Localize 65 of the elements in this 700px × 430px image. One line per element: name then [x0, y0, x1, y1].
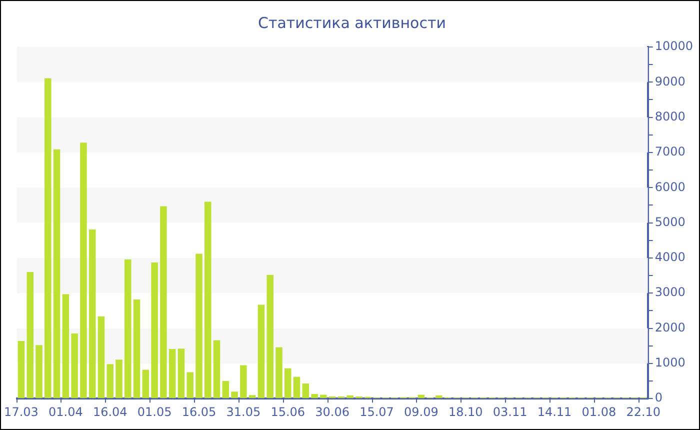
bar: [53, 149, 60, 398]
y-tick-label: 10000: [654, 39, 694, 54]
x-tick-label: 18.10: [448, 404, 483, 419]
bar: [213, 340, 220, 398]
bar: [320, 394, 327, 398]
x-tick-label: 16.05: [182, 404, 216, 419]
bar: [204, 202, 212, 398]
bar: [71, 334, 78, 398]
y-tick-label: 2000: [654, 320, 686, 334]
bar: [62, 294, 70, 398]
y-tick-label: 7000: [654, 144, 686, 159]
bar: [44, 78, 52, 398]
x-tick-label: 31.05: [226, 404, 261, 419]
bar: [222, 381, 230, 398]
bar: [258, 304, 265, 398]
y-tick-label: 0: [654, 390, 662, 405]
x-tick-label: 09.09: [404, 404, 438, 419]
x-tick-label: 22.10: [626, 404, 661, 419]
chart-title: Статистика активности: [258, 14, 446, 32]
bar: [346, 395, 354, 398]
bar: [116, 360, 122, 398]
bar: [196, 254, 202, 398]
bar: [248, 395, 256, 398]
bar: [142, 370, 150, 398]
y-tick-label: 4000: [654, 250, 686, 264]
y-tick-label: 6000: [654, 180, 686, 194]
x-tick-label: 01.04: [48, 404, 83, 419]
x-tick-label: 15.06: [270, 404, 306, 419]
bar: [178, 348, 185, 398]
bar: [276, 347, 282, 398]
bar: [266, 274, 274, 398]
bar: [160, 206, 167, 398]
bar: [124, 259, 132, 398]
bar: [436, 395, 442, 398]
y-tick-label: 3000: [654, 285, 686, 300]
x-tick-label: 30.06: [315, 404, 350, 419]
bar: [106, 364, 114, 398]
x-tick-label: 03.11: [492, 404, 528, 419]
bar: [293, 376, 300, 398]
bar: [284, 368, 292, 398]
bar: [88, 229, 96, 398]
y-tick-label: 1000: [654, 356, 686, 370]
bar: [98, 316, 105, 398]
x-tick-label: 16.04: [92, 404, 128, 419]
bar: [186, 372, 194, 398]
bar: [36, 345, 42, 398]
bar: [80, 142, 87, 398]
y-tick-label: 8000: [654, 109, 686, 124]
bar: [418, 394, 425, 398]
x-tick-label: 01.05: [137, 404, 172, 419]
x-tick-label: 14.11: [537, 404, 572, 419]
x-tick-label: 15.07: [360, 404, 394, 419]
bar: [240, 365, 247, 398]
bar: [311, 394, 318, 398]
y-tick-label: 9000: [654, 74, 686, 88]
bar: [168, 349, 176, 398]
y-tick-label: 5000: [654, 214, 686, 229]
x-tick-label: 01.08: [582, 404, 616, 419]
bar: [302, 383, 310, 398]
bar: [26, 272, 34, 398]
bar: [151, 262, 158, 398]
bar: [133, 299, 140, 398]
bar: [18, 340, 25, 398]
x-tick-label: 17.03: [4, 404, 38, 419]
bar: [231, 392, 238, 398]
